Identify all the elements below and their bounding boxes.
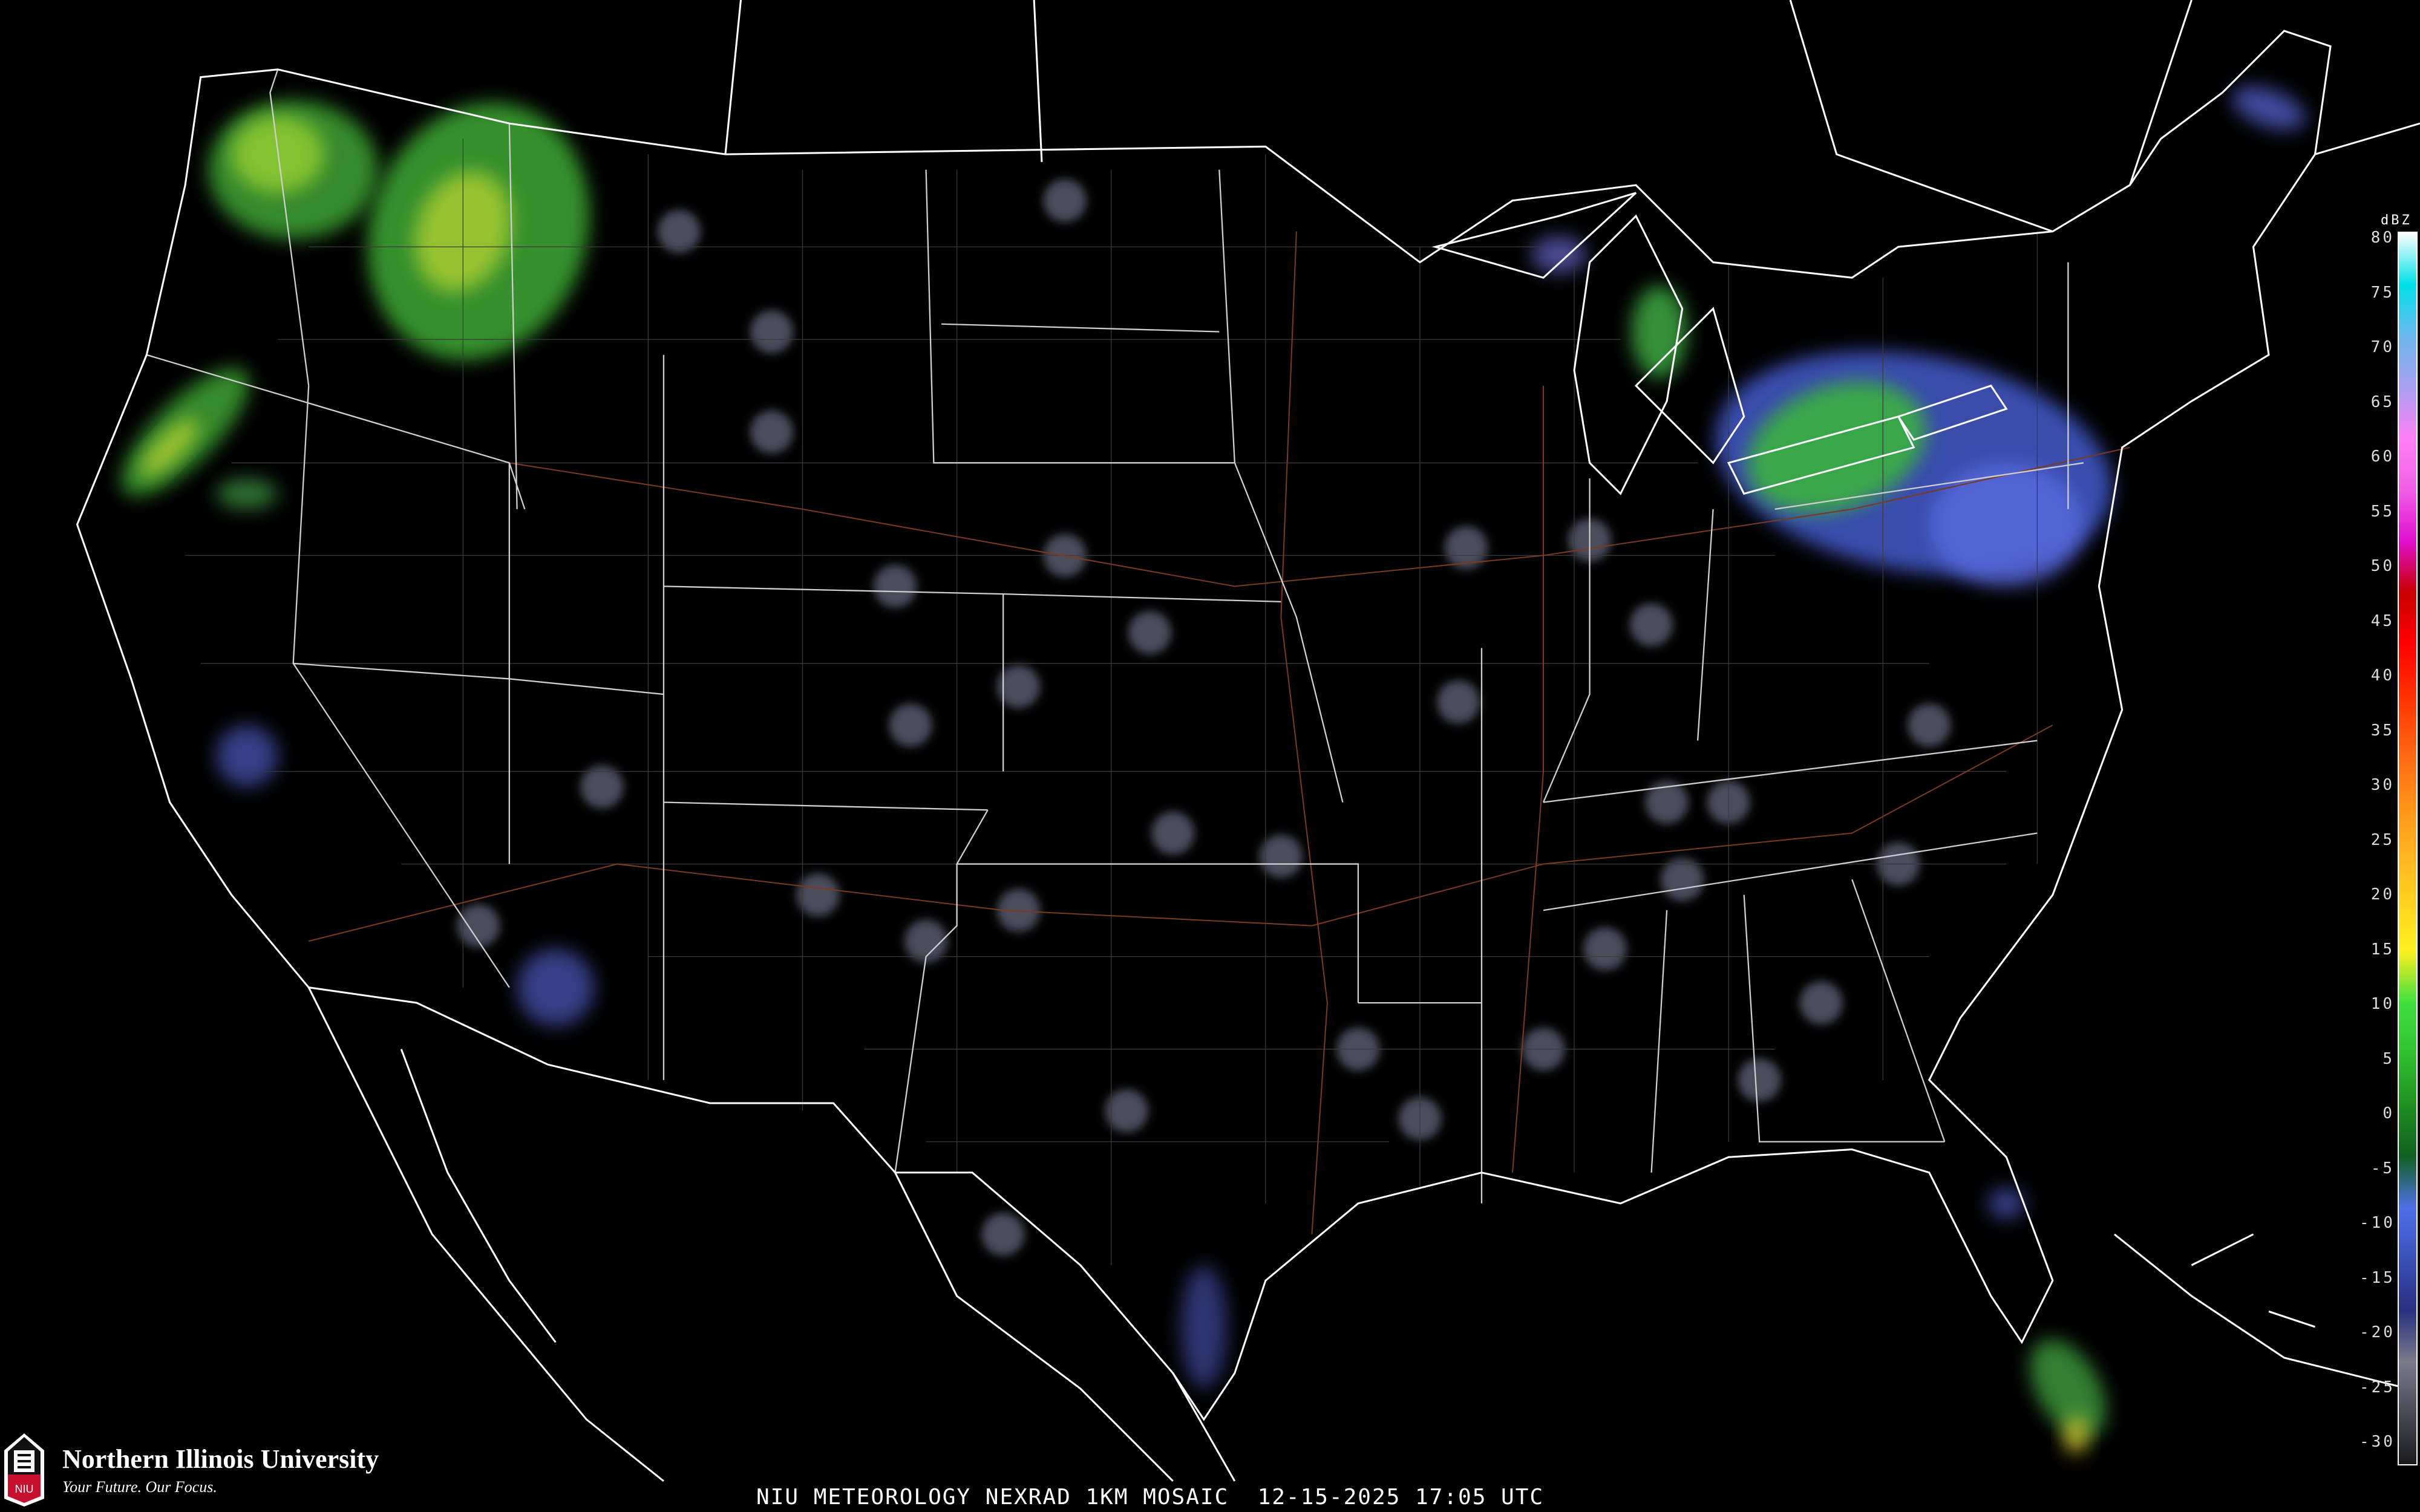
radar-echo bbox=[1259, 835, 1303, 878]
great-lakes bbox=[1431, 192, 2008, 495]
legend-tick: 10 bbox=[2370, 995, 2395, 1013]
radar-echo bbox=[796, 873, 840, 917]
legend-tick: 0 bbox=[2382, 1104, 2395, 1123]
radar-echo bbox=[216, 725, 278, 787]
radar-echo bbox=[1437, 680, 1480, 724]
legend-tick: 40 bbox=[2370, 666, 2395, 685]
svg-text:NIU: NIU bbox=[15, 1483, 34, 1495]
radar-echo bbox=[889, 703, 932, 747]
legend-tick: 60 bbox=[2370, 448, 2395, 466]
radar-echo bbox=[1987, 1188, 2025, 1219]
legend-tick: 15 bbox=[2370, 940, 2395, 959]
radar-echo bbox=[1444, 526, 1488, 570]
radar-echo bbox=[216, 478, 278, 509]
legend-tick: 45 bbox=[2370, 611, 2395, 630]
radar-echo bbox=[996, 888, 1041, 932]
reflectivity-color-bar bbox=[2398, 232, 2418, 1465]
radar-echo bbox=[1105, 1089, 1148, 1133]
legend-tick: 30 bbox=[2370, 776, 2395, 794]
radar-echo bbox=[1043, 178, 1087, 223]
legend-tick: 35 bbox=[2370, 721, 2395, 740]
radar-echo bbox=[1180, 1265, 1228, 1389]
logo-tagline: Your Future. Our Focus. bbox=[62, 1478, 217, 1496]
radar-echo bbox=[2063, 1416, 2088, 1454]
legend-tick: 5 bbox=[2382, 1049, 2395, 1068]
radar-echo bbox=[904, 919, 948, 963]
radar-echo bbox=[1629, 603, 1673, 647]
legend-tick: 55 bbox=[2370, 502, 2395, 521]
niu-logo: NIU Northern Illinois University Your Fu… bbox=[3, 1432, 379, 1508]
country-coastlines bbox=[76, 0, 2420, 1482]
legend-tick: -10 bbox=[2360, 1214, 2395, 1232]
radar-echo bbox=[1151, 811, 1195, 855]
radar-echo bbox=[2232, 86, 2306, 130]
radar-echo bbox=[1738, 1058, 1781, 1102]
us-outline bbox=[76, 30, 2332, 1421]
radar-echo bbox=[981, 1213, 1025, 1256]
legend-tick: -20 bbox=[2360, 1323, 2395, 1341]
radar-echo bbox=[1531, 236, 1587, 273]
legend-tick: 50 bbox=[2370, 557, 2395, 575]
radar-echo bbox=[1799, 981, 1843, 1025]
legend-tick: 65 bbox=[2370, 393, 2395, 411]
radar-echo bbox=[657, 209, 701, 253]
legend-tick: 25 bbox=[2370, 830, 2395, 849]
radar-echo bbox=[873, 564, 917, 608]
radar-echo bbox=[750, 410, 794, 454]
legend-tick: -15 bbox=[2360, 1268, 2395, 1287]
mexico-coast bbox=[307, 986, 1236, 1482]
cuba-bahamas bbox=[2113, 1233, 2408, 1390]
legend-unit: dBZ bbox=[2381, 213, 2412, 228]
logo-name: Northern Illinois University bbox=[62, 1444, 379, 1474]
legend-tick: -30 bbox=[2360, 1433, 2395, 1451]
radar-echo bbox=[1908, 703, 1951, 747]
legend-tick: 70 bbox=[2370, 338, 2395, 356]
radar-echo bbox=[1645, 780, 1689, 824]
radar-echo bbox=[580, 765, 624, 809]
legend-tick: 75 bbox=[2370, 283, 2395, 302]
radar-echo bbox=[2030, 1339, 2107, 1438]
highways bbox=[308, 231, 2130, 1234]
radar-echo bbox=[141, 419, 198, 477]
legend-tick: -25 bbox=[2360, 1378, 2395, 1396]
radar-echoes bbox=[121, 86, 2306, 1454]
niu-shield-icon: NIU bbox=[4, 1433, 44, 1507]
radar-echo bbox=[750, 310, 794, 354]
radar-echo bbox=[1929, 463, 2084, 587]
radar-echo bbox=[996, 665, 1041, 708]
legend-tick: 80 bbox=[2370, 229, 2395, 247]
legend-tick: 20 bbox=[2370, 885, 2395, 904]
radar-echo bbox=[1631, 285, 1687, 378]
canada-lines bbox=[724, 0, 2420, 233]
radar-echo bbox=[457, 904, 500, 948]
legend-tick: -5 bbox=[2370, 1159, 2395, 1178]
state-borders bbox=[146, 69, 2084, 1204]
product-caption: NIU METEOROLOGY NEXRAD 1KM MOSAIC 12-15-… bbox=[756, 1485, 1545, 1510]
radar-echo bbox=[517, 948, 595, 1026]
radar-echo bbox=[1583, 927, 1627, 971]
radar-echo bbox=[1128, 611, 1172, 654]
